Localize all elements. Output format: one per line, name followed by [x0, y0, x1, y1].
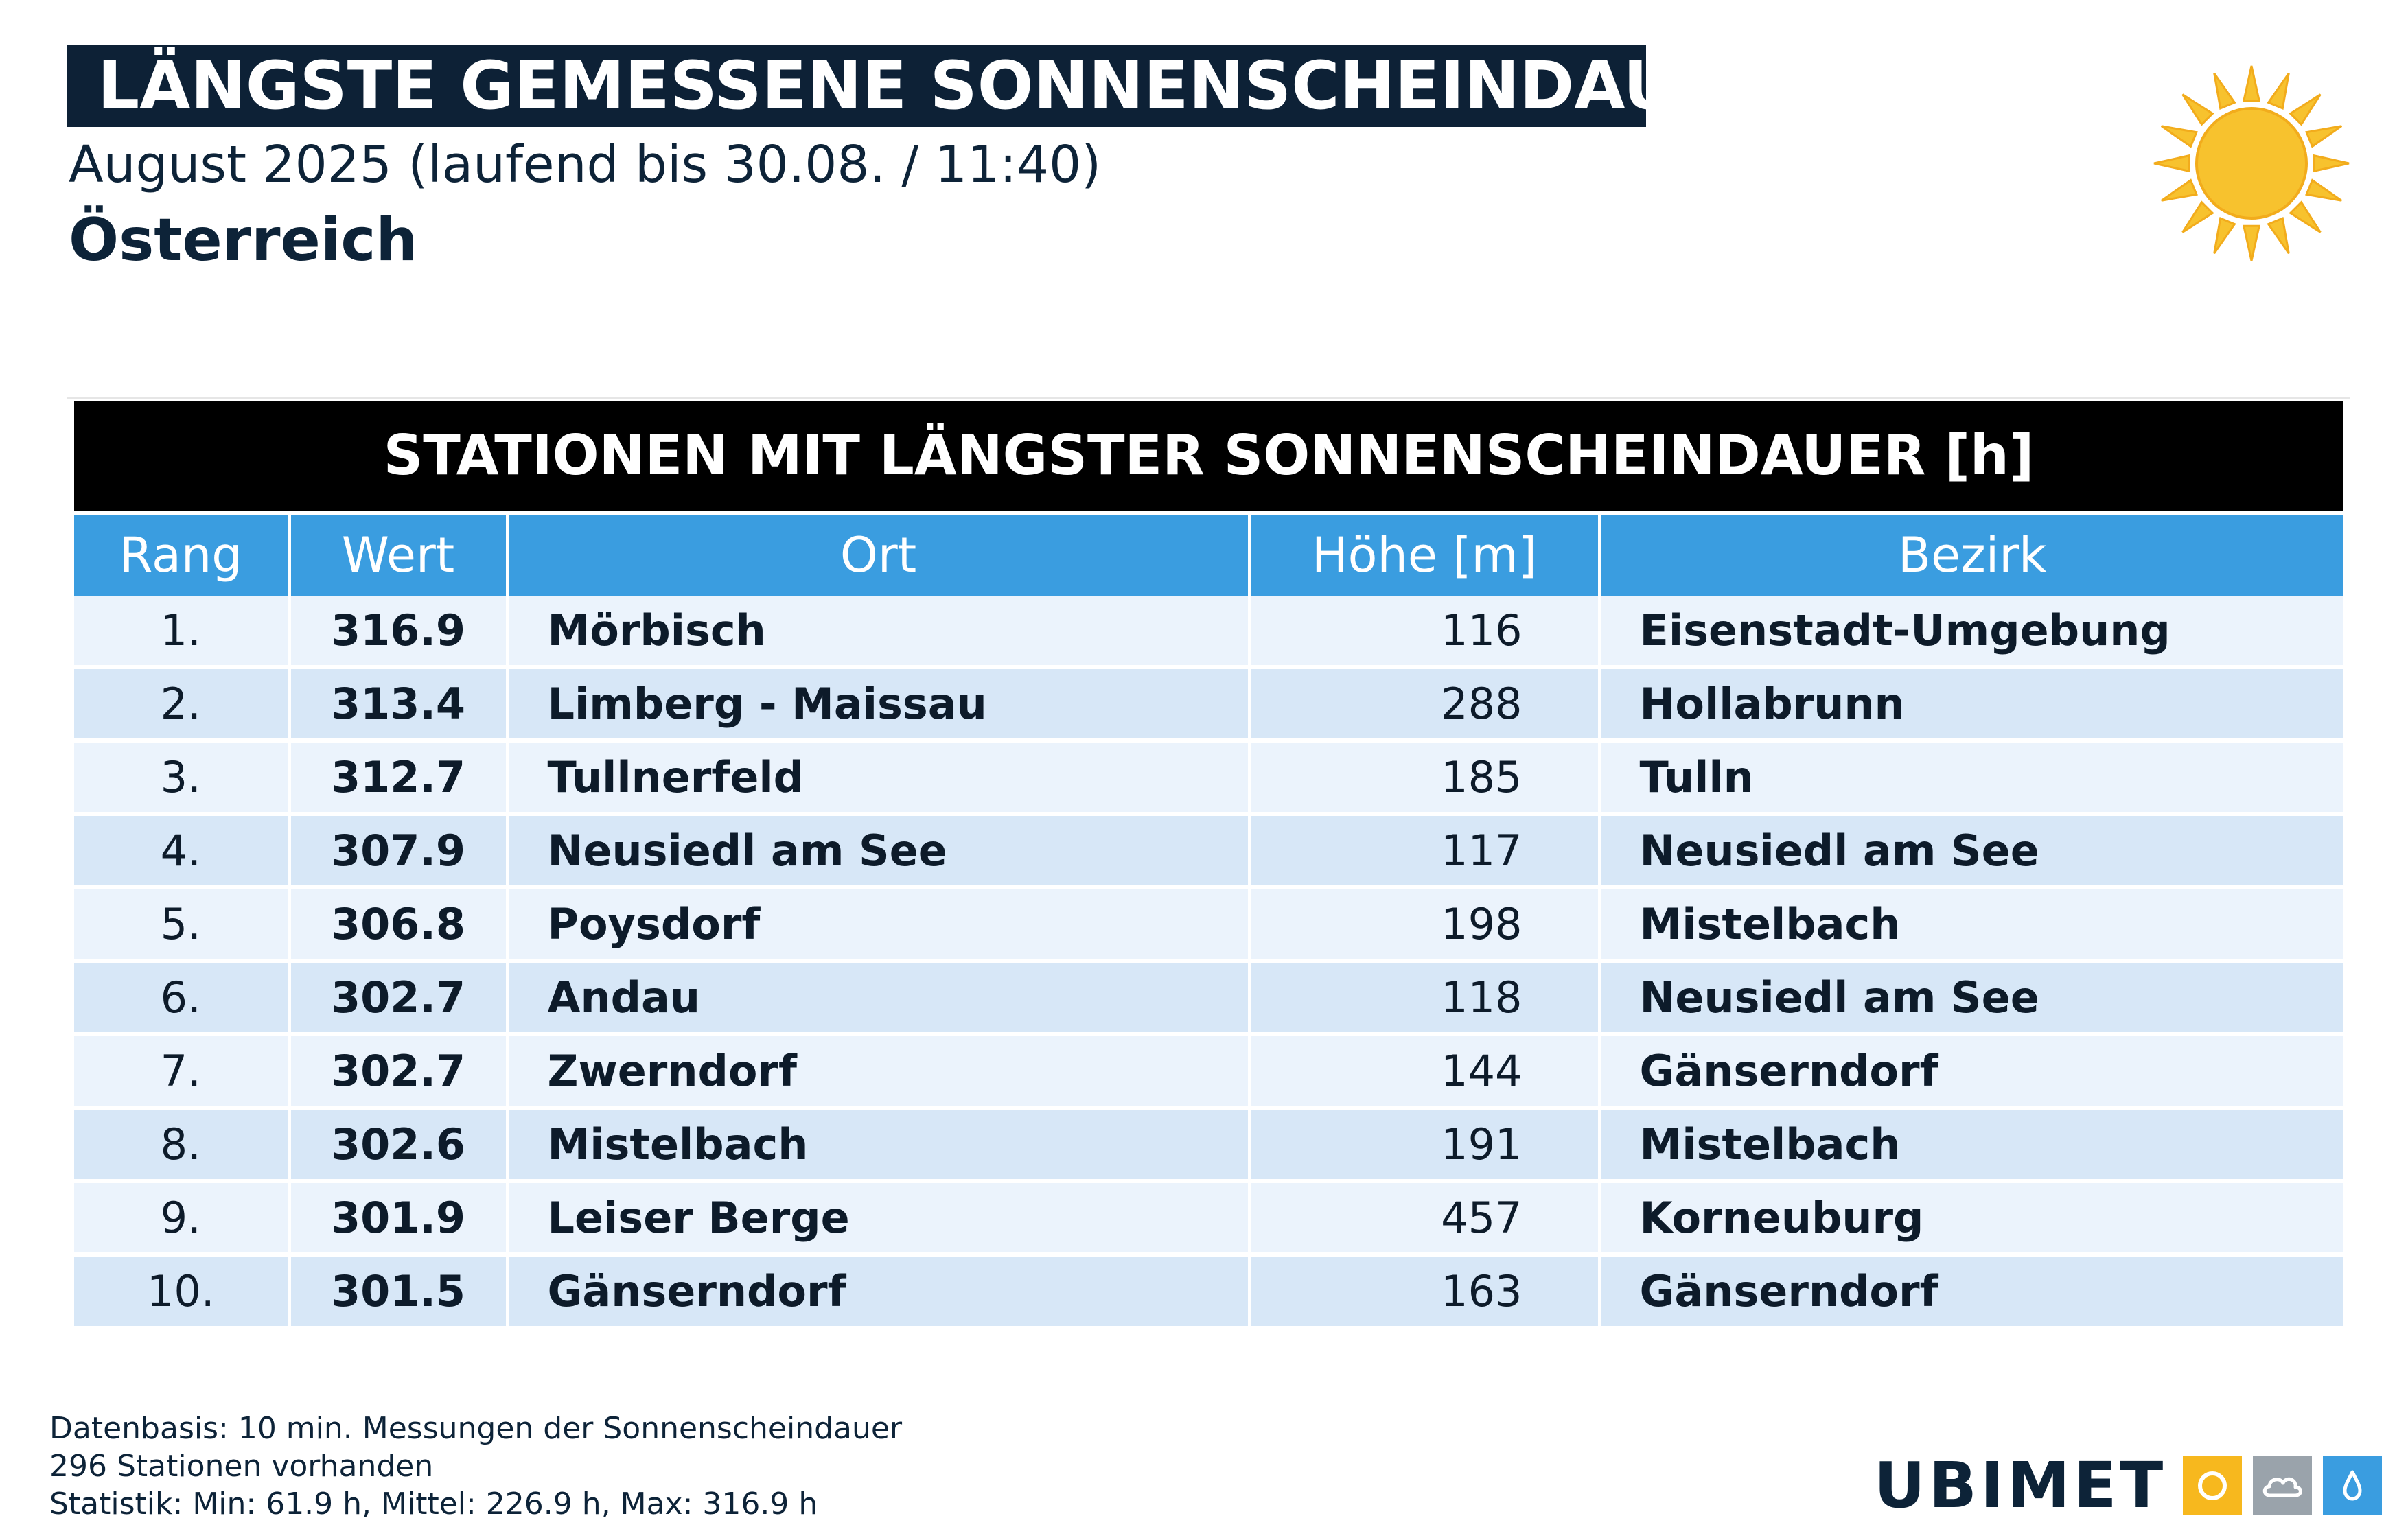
- table-row: 7. 302.7 Zwerndorf 144 Gänserndorf: [74, 1034, 2343, 1110]
- column-header-rank: Rang: [74, 515, 291, 596]
- ranking-table-container: STATIONEN MIT LÄNGSTER SONNENSCHEINDAUER…: [74, 401, 2343, 1330]
- height-cell: 185: [1249, 740, 1601, 816]
- value-cell: 302.7: [289, 1034, 509, 1110]
- sun-ray: [2267, 72, 2290, 110]
- sun-ray: [2305, 178, 2343, 202]
- value-cell: 301.9: [289, 1181, 509, 1257]
- district-cell: Gänserndorf: [1599, 1255, 2343, 1330]
- district-cell: Neusiedl am See: [1599, 814, 2343, 889]
- place-cell: Poysdorf: [507, 887, 1251, 963]
- page-subtitle: August 2025 (laufend bis 30.08. / 11:40): [69, 135, 1102, 194]
- height-cell: 288: [1249, 667, 1601, 743]
- sun-ray: [2181, 93, 2214, 126]
- footer-data-basis: Datenbasis: 10 min. Messungen der Sonnen…: [49, 1411, 903, 1446]
- height-cell: 163: [1249, 1255, 1601, 1330]
- value-cell: 306.8: [289, 887, 509, 963]
- table-row: 10. 301.5 Gänserndorf 163 Gänserndorf: [74, 1255, 2343, 1330]
- district-cell: Gänserndorf: [1599, 1034, 2343, 1110]
- rank-cell: 10.: [74, 1255, 291, 1330]
- height-cell: 117: [1249, 814, 1601, 889]
- ubimet-logo: UBIMET: [1874, 1449, 2383, 1522]
- rank-cell: 3.: [74, 740, 291, 816]
- sun-ray: [2289, 200, 2322, 233]
- column-header-value: Wert: [289, 515, 509, 596]
- footer-statistics: Statistik: Min: 61.9 h, Mittel: 226.9 h,…: [49, 1486, 818, 1521]
- place-cell: Gänserndorf: [507, 1255, 1251, 1330]
- value-cell: 307.9: [289, 814, 509, 889]
- sun-ray: [2267, 217, 2290, 255]
- sun-ray: [2213, 72, 2236, 110]
- region-label: Österreich: [69, 206, 418, 275]
- sun-ray: [2213, 217, 2236, 255]
- district-cell: Eisenstadt-Umgebung: [1599, 596, 2343, 669]
- table-row: 9. 301.9 Leiser Berge 457 Korneuburg: [74, 1181, 2343, 1257]
- district-cell: Tulln: [1599, 740, 2343, 816]
- logo-text: UBIMET: [1874, 1449, 2167, 1522]
- rank-cell: 1.: [74, 596, 291, 669]
- table-row: 8. 302.6 Mistelbach 191 Mistelbach: [74, 1108, 2343, 1183]
- value-cell: 301.5: [289, 1255, 509, 1330]
- rank-cell: 4.: [74, 814, 291, 889]
- place-cell: Andau: [507, 961, 1251, 1036]
- district-cell: Hollabrunn: [1599, 667, 2343, 743]
- table-row: 4. 307.9 Neusiedl am See 117 Neusiedl am…: [74, 814, 2343, 889]
- sun-ray: [2160, 125, 2198, 148]
- place-cell: Mörbisch: [507, 596, 1251, 669]
- rank-cell: 5.: [74, 887, 291, 963]
- sun-ray: [2153, 154, 2190, 173]
- sun-ray: [2289, 93, 2322, 126]
- table-top-rule: [67, 397, 2350, 399]
- height-cell: 198: [1249, 887, 1601, 963]
- footer-notes: Datenbasis: 10 min. Messungen der Sonnen…: [49, 1410, 902, 1523]
- height-cell: 457: [1249, 1181, 1601, 1257]
- place-cell: Zwerndorf: [507, 1034, 1251, 1110]
- value-cell: 302.7: [289, 961, 509, 1036]
- place-cell: Limberg - Maissau: [507, 667, 1251, 743]
- drop-icon: [2323, 1456, 2383, 1515]
- district-cell: Neusiedl am See: [1599, 961, 2343, 1036]
- sun-ray: [2305, 125, 2343, 148]
- sun-ray: [2181, 200, 2214, 233]
- place-cell: Tullnerfeld: [507, 740, 1251, 816]
- rank-cell: 7.: [74, 1034, 291, 1110]
- table-row: 5. 306.8 Poysdorf 198 Mistelbach: [74, 887, 2343, 963]
- sun-ray: [2160, 178, 2198, 202]
- district-cell: Mistelbach: [1599, 1108, 2343, 1183]
- district-cell: Korneuburg: [1599, 1181, 2343, 1257]
- ranking-table: Rang Wert Ort Höhe [m] Bezirk 1. 316.9 M…: [74, 515, 2343, 1330]
- height-cell: 144: [1249, 1034, 1601, 1110]
- sun-icon: [2153, 65, 2350, 261]
- place-cell: Leiser Berge: [507, 1181, 1251, 1257]
- sun-icon: [2183, 1456, 2243, 1515]
- table-row: 1. 316.9 Mörbisch 116 Eisenstadt-Umgebun…: [74, 596, 2343, 669]
- column-header-place: Ort: [507, 515, 1251, 596]
- table-row: 3. 312.7 Tullnerfeld 185 Tulln: [74, 740, 2343, 816]
- height-cell: 118: [1249, 961, 1601, 1036]
- rank-cell: 9.: [74, 1181, 291, 1257]
- sun-ray: [2242, 224, 2261, 261]
- table-title: STATIONEN MIT LÄNGSTER SONNENSCHEINDAUER…: [74, 401, 2343, 511]
- footer-station-count: 296 Stationen vorhanden: [49, 1449, 434, 1484]
- value-cell: 316.9: [289, 596, 509, 669]
- sun-ray: [2313, 154, 2350, 173]
- place-cell: Mistelbach: [507, 1108, 1251, 1183]
- value-cell: 302.6: [289, 1108, 509, 1183]
- height-cell: 116: [1249, 596, 1601, 669]
- height-cell: 191: [1249, 1108, 1601, 1183]
- rank-cell: 2.: [74, 667, 291, 743]
- value-cell: 313.4: [289, 667, 509, 743]
- cloud-icon: [2253, 1456, 2313, 1515]
- place-cell: Neusiedl am See: [507, 814, 1251, 889]
- column-header-height: Höhe [m]: [1249, 515, 1601, 596]
- column-header-district: Bezirk: [1599, 515, 2343, 596]
- rank-cell: 6.: [74, 961, 291, 1036]
- table-header-row: Rang Wert Ort Höhe [m] Bezirk: [74, 515, 2343, 596]
- rank-cell: 8.: [74, 1108, 291, 1183]
- sun-ray: [2242, 65, 2261, 102]
- value-cell: 312.7: [289, 740, 509, 816]
- page-title: LÄNGSTE GEMESSENE SONNENSCHEINDAUER: [67, 45, 1646, 127]
- table-row: 2. 313.4 Limberg - Maissau 288 Hollabrun…: [74, 667, 2343, 743]
- table-row: 6. 302.7 Andau 118 Neusiedl am See: [74, 961, 2343, 1036]
- district-cell: Mistelbach: [1599, 887, 2343, 963]
